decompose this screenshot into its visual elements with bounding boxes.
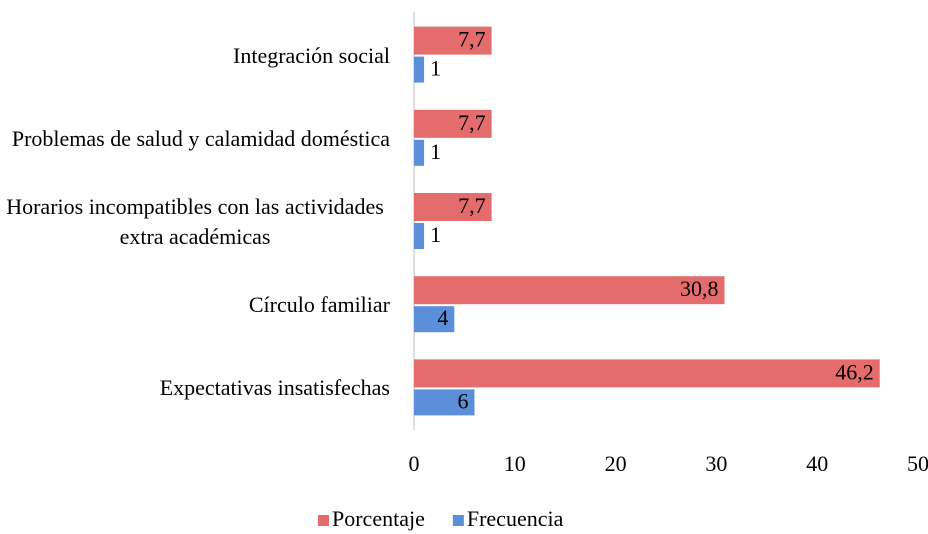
bar	[414, 56, 425, 83]
y-tick-label: Horarios incompatibles con las actividad…	[6, 194, 384, 249]
bar	[414, 306, 455, 333]
bar	[414, 139, 425, 166]
x-tick-label: 10	[504, 451, 526, 476]
legend-swatch	[318, 515, 329, 526]
legend-label: Porcentaje	[332, 506, 425, 531]
data-label: 1	[430, 56, 441, 81]
data-label: 4	[437, 305, 448, 330]
data-label: 7,7	[458, 193, 486, 218]
bar	[414, 389, 475, 416]
data-label: 7,7	[458, 27, 486, 52]
data-label: 1	[430, 222, 441, 247]
x-tick-label: 50	[907, 451, 928, 476]
bar	[414, 223, 425, 249]
x-tick-label: 20	[605, 451, 627, 476]
x-tick-label: 30	[705, 451, 727, 476]
y-tick-label: Círculo familiar	[248, 292, 390, 318]
data-label: 1	[430, 139, 441, 164]
x-tick-label: 0	[409, 451, 420, 476]
legend-swatch	[452, 515, 464, 526]
bar	[414, 109, 492, 138]
data-label: 7,7	[458, 110, 486, 135]
data-label: 6	[457, 388, 468, 413]
y-tick-label: Expectativas insatisfechas	[159, 375, 390, 401]
bar	[414, 193, 492, 221]
data-label: 30,8	[680, 276, 719, 301]
x-tick-label: 40	[806, 451, 828, 476]
bar	[414, 26, 492, 55]
bar	[414, 359, 880, 388]
y-tick-label: Integración social	[233, 42, 390, 68]
data-label: 46,2	[835, 359, 874, 384]
legend-label: Frecuencia	[467, 506, 564, 531]
bar	[414, 276, 725, 305]
y-tick-label: Problemas de salud y calamidad doméstica	[11, 125, 390, 151]
